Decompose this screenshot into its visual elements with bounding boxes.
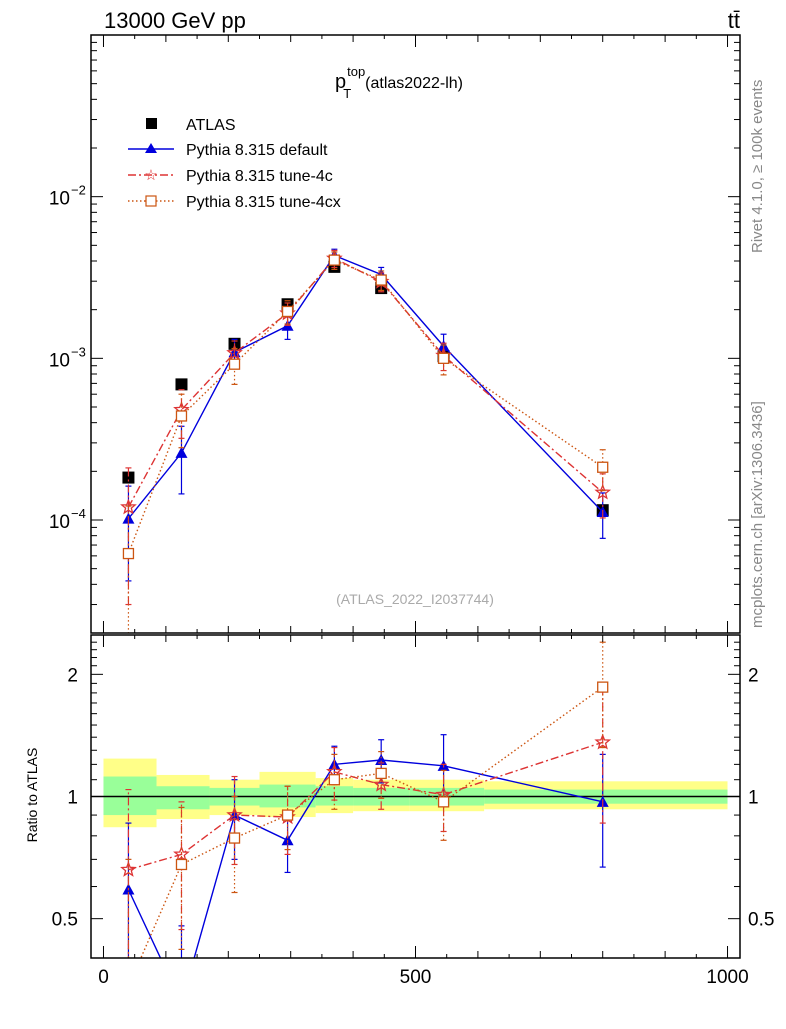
data-point-tune4cx — [597, 461, 609, 473]
error-bar-tune4cx — [125, 505, 132, 633]
data-point-tune4cx — [328, 254, 341, 266]
error-bar-tune4cx — [378, 270, 385, 292]
error-bar-tune4c — [378, 272, 385, 293]
legend-label-atlas: ATLAS — [186, 117, 236, 134]
ratio-y-tick-label: 0.5 — [52, 910, 78, 931]
series-line-default — [127, 254, 604, 520]
ratio-y-tick-label: 1 — [67, 788, 78, 809]
ratio-error-bar-tune4c — [125, 788, 132, 958]
analysis-tag: (ATLAS_2022_I2037744) — [336, 591, 494, 607]
series-default — [122, 248, 609, 582]
main-panel-series — [120, 248, 612, 633]
ratio-point-tune4cx — [228, 832, 241, 844]
ratio-point-tune4cx — [328, 774, 341, 786]
ratio-error-bar-tune4cx — [440, 769, 447, 841]
ratio-line-tune4cx — [140, 686, 604, 958]
data-point-tune4cx — [281, 305, 294, 318]
data-point-tune4cx — [375, 274, 387, 286]
x-axis-ticks — [102, 35, 729, 958]
y-tick-exponent: −4 — [71, 506, 86, 521]
legend-label-default: Pythia 8.315 default — [186, 142, 328, 159]
ratio-error-bar-tune4cx — [284, 785, 291, 851]
ratio-error-bar-tune4cx — [178, 806, 185, 951]
ratio-bands — [103, 758, 728, 828]
header-left: 13000 GeV pp — [104, 8, 246, 33]
mcplots-label: mcplots.cern.ch [arXiv:1306.3436] — [749, 401, 766, 628]
error-bar-tune4cx — [440, 344, 447, 376]
ratio-series-tune4c — [120, 686, 612, 958]
y-tick-label: 10 — [49, 350, 70, 371]
x-tick-label: 1000 — [706, 967, 748, 988]
ratio-y-tick-label: 2 — [67, 665, 78, 686]
y-tick-label: 10 — [49, 512, 70, 533]
data-point-atlas — [175, 378, 188, 391]
y-tick-label: 10 — [49, 189, 70, 210]
x-tick-label: 500 — [400, 967, 432, 988]
header-right: tt̄ — [728, 8, 740, 33]
ratio-point-default — [175, 997, 187, 1008]
legend-marker-default — [145, 143, 157, 153]
ratio-error-bar-tune4cx — [378, 751, 385, 799]
main-y-ticks — [91, 34, 740, 634]
ratio-line-tune4c — [128, 741, 603, 871]
ratio-panel-series — [120, 641, 612, 1008]
plot-title-main: p — [335, 71, 346, 93]
data-point-tune4cx — [175, 410, 188, 422]
ratio-point-tune4cx — [375, 767, 387, 780]
ratio-line-default — [127, 759, 603, 958]
legend-marker-tune4cx — [145, 195, 157, 207]
ratio-error-bar-tune4cx — [331, 753, 338, 810]
series-atlas — [122, 260, 609, 517]
ratio-error-bar-tune4cx — [231, 795, 238, 894]
plot-title-suffix: (atlas2022-lh) — [365, 75, 463, 92]
legend-label-tune4cx: Pythia 8.315 tune-4cx — [186, 194, 341, 211]
ratio-y-ticks — [91, 634, 740, 959]
plot-title-sub: T — [343, 86, 351, 101]
ratio-point-default — [375, 754, 388, 766]
error-bar-tune4cx — [284, 300, 291, 325]
data-point-tune4c — [594, 483, 612, 500]
data-point-tune4cx — [122, 547, 135, 560]
legend: ATLAS Pythia 8.315 default ☆ Pythia 8.31… — [128, 117, 341, 211]
ratio-point-tune4c — [372, 775, 390, 792]
y-tick-exponent: −2 — [71, 183, 86, 198]
ratio-point-tune4cx — [281, 809, 294, 821]
ratio-point-tune4cx — [123, 982, 133, 992]
error-bar-tune4cx — [178, 393, 185, 449]
data-point-atlas — [122, 471, 135, 484]
y-tick-exponent: −3 — [71, 344, 86, 359]
ratio-y-tick-label-right: 1 — [748, 788, 759, 809]
data-point-default — [175, 446, 188, 458]
ratio-point-tune4c — [594, 733, 612, 750]
legend-marker-tune4c: ☆ — [144, 167, 157, 184]
error-bar-tune4cx — [231, 347, 238, 385]
series-line-tune4cx — [127, 259, 604, 554]
plot-title: ptop T (atlas2022-lh) — [335, 64, 463, 101]
ratio-error-bar-tune4cx — [125, 858, 132, 958]
band-inner — [156, 786, 210, 810]
ratio-point-tune4cx — [437, 796, 450, 808]
ratio-point-tune4cx — [597, 681, 609, 693]
ratio-y-tick-label-right: 0.5 — [748, 910, 774, 931]
data-point-tune4c — [120, 498, 137, 515]
ratio-point-tune4c — [226, 806, 243, 823]
ratio-y-tick-label-right: 2 — [748, 665, 759, 686]
plot-title-sup: top — [347, 64, 365, 79]
rivet-label: Rivet 4.1.0, ≥ 100k events — [749, 80, 766, 253]
legend-marker-atlas — [146, 118, 157, 129]
series-line-tune4c — [127, 257, 604, 508]
series-tune4cx — [122, 251, 609, 633]
ratio-series-tune4cx — [123, 641, 609, 992]
x-tick-label: 0 — [98, 967, 109, 988]
ratio-point-default — [281, 834, 294, 846]
data-point-tune4cx — [437, 352, 450, 364]
ratio-error-bar-tune4cx — [599, 641, 606, 749]
legend-label-tune4c: Pythia 8.315 tune-4c — [186, 168, 333, 185]
ratio-point-tune4cx — [175, 858, 188, 871]
ratio-ylabel: Ratio to ATLAS — [24, 748, 40, 843]
data-point-tune4cx — [228, 358, 241, 370]
